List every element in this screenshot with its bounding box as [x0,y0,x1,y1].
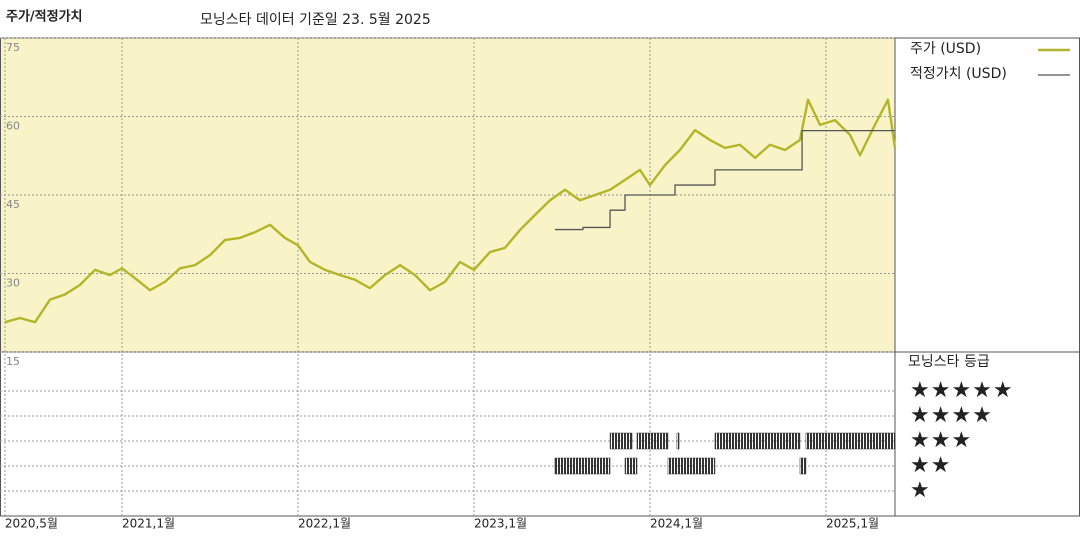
rating-bar [667,457,716,475]
rating-title: 모닝스타 등급 [908,354,990,370]
x-tick-label: 2020,5월 [5,517,58,531]
subtitle: 모닝스타 데이터 기준일 23. 5월 2025 [200,12,431,28]
rating-bar [609,432,633,450]
legend-label: 주가 (USD) [910,41,981,57]
rating-bar [554,457,611,475]
rating-bar [805,432,896,450]
rating-bar [799,457,807,475]
x-tick-label: 2024,1월 [650,517,703,531]
rating-bar [636,432,669,450]
rating-label: ★★★ [910,428,972,453]
y-tick-label: 30 [6,277,20,290]
x-tick-label: 2022,1월 [298,517,351,531]
y-tick-label: 75 [6,41,20,54]
rating-bar [714,432,801,450]
rating-label: ★★ [910,453,951,478]
rating-label: ★★★★★ [910,378,1014,403]
x-tick-label: 2021,1월 [122,517,175,531]
rating-label: ★★★★ [910,403,993,428]
rating-label: ★ [910,478,931,503]
y-tick-label: 60 [6,120,20,133]
legend-label: 적정가치 (USD) [910,66,1007,82]
rating-bar [676,432,680,450]
y-tick-label: 15 [6,355,20,368]
series-line [554,129,895,231]
series-line [4,98,897,324]
rating-bar [624,457,638,475]
y-tick-label: 45 [6,198,20,211]
chart-title: 주가/적정가치 [6,9,83,25]
x-tick-label: 2023,1월 [474,517,527,531]
x-tick-label: 2025,1월 [826,517,879,531]
